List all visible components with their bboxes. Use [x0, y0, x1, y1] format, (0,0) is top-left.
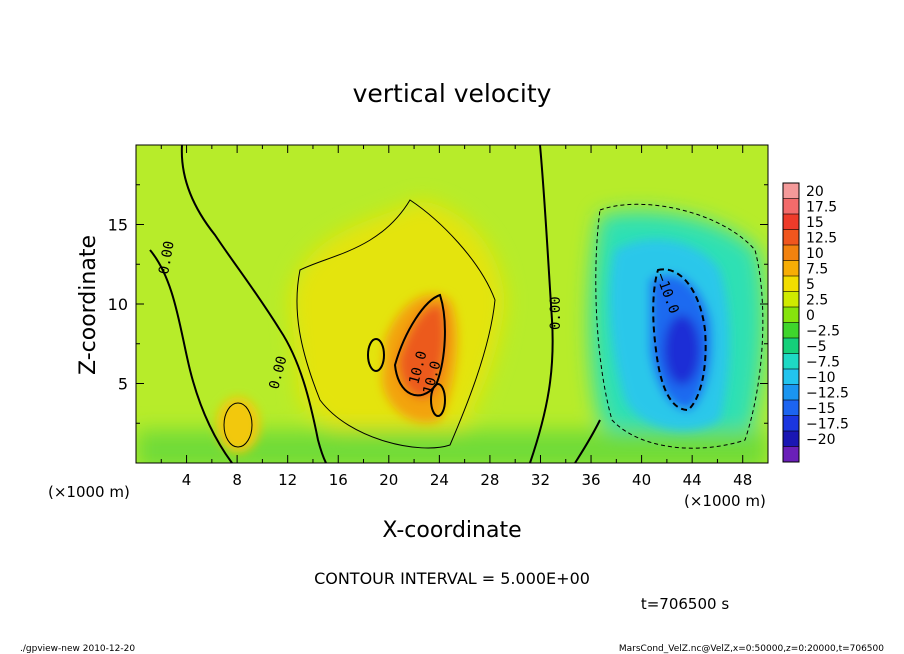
colorbar-swatch — [783, 229, 799, 246]
colorbar-label: −17.5 — [806, 416, 849, 432]
colorbar-swatch — [783, 245, 799, 261]
colorbar-swatch — [783, 260, 799, 277]
colorbar-label: −5 — [806, 339, 827, 355]
colorbar-swatch — [783, 431, 799, 447]
colorbar-swatch — [783, 338, 799, 354]
y-tick-label: 5 — [118, 375, 128, 394]
colorbar-swatch — [783, 214, 799, 230]
contour-5-positive — [296, 199, 496, 449]
x-tick-label: 16 — [329, 471, 348, 489]
colorbar-label: −15 — [806, 401, 836, 417]
colorbar-swatch — [783, 276, 799, 292]
x-tick-label: 40 — [632, 471, 651, 489]
contour-label: 0.00 — [156, 240, 178, 276]
colorbar-label: 15 — [806, 215, 824, 231]
colorbar-swatch — [783, 322, 799, 339]
y-ticks: 5 10 15 — [108, 184, 768, 424]
footer-left: ./gpview-new 2010-12-20 — [20, 644, 135, 654]
colorbar-swatch — [783, 353, 799, 370]
positive-core-red — [398, 304, 446, 399]
colorbar-label: 17.5 — [806, 199, 837, 215]
colorbar-label: −2.5 — [806, 323, 840, 339]
colorbar-swatch — [783, 198, 799, 215]
colorbar-swatch — [783, 384, 799, 401]
colorbar-label: 20 — [806, 184, 824, 200]
colorbar-swatch — [783, 415, 799, 432]
colorbar-label: −10 — [806, 370, 836, 386]
contour-zero-left — [180, 145, 327, 463]
contour-zero-lower — [574, 419, 601, 463]
colorbar-label: 0 — [806, 308, 815, 324]
x-tick-label: 4 — [182, 471, 192, 489]
contour-zero-far-left — [149, 249, 233, 463]
contour-10-small — [367, 338, 385, 372]
x-tick-label: 24 — [430, 471, 449, 489]
positive-cell-small — [216, 397, 260, 453]
colorbar-label: 10 — [806, 246, 824, 262]
x-ticks: 4 8 12 16 20 24 28 32 36 40 44 48 — [160, 145, 752, 489]
y-tick-label: 10 — [108, 295, 128, 314]
colorbar-label: −7.5 — [806, 354, 840, 370]
contour-label: 0.00 — [548, 296, 564, 330]
colorbar-label: 12.5 — [806, 230, 837, 246]
colorbar-label: 2.5 — [806, 292, 828, 308]
colorbar-swatch — [783, 307, 799, 323]
colorbar-swatch — [783, 400, 799, 416]
y-unit-label: (×1000 m) — [684, 492, 766, 510]
x-tick-label: 36 — [581, 471, 600, 489]
colorbar-label: −12.5 — [806, 385, 849, 401]
x-tick-label: 8 — [232, 471, 242, 489]
contour-neg10 — [652, 268, 707, 412]
contour-10-bottom — [430, 383, 446, 417]
chart-title: vertical velocity — [353, 79, 552, 108]
x-tick-label: 20 — [379, 471, 398, 489]
contour-5-small — [223, 402, 253, 448]
x-tick-label: 32 — [531, 471, 550, 489]
y-tick-label: 15 — [108, 216, 128, 235]
x-unit-label: (×1000 m) — [48, 483, 130, 501]
colorbar-label: −20 — [806, 432, 836, 448]
contour-neg5 — [595, 203, 764, 449]
colorbar-label: 5 — [806, 277, 815, 293]
contour-zero-right — [529, 145, 554, 463]
x-tick-label: 28 — [480, 471, 499, 489]
heatmap-field: 0.00 0.00 0.00 10.0 10.0 −10.0 — [136, 145, 768, 463]
colorbar-swatch — [783, 446, 799, 463]
colorbar-swatch — [783, 183, 799, 199]
colorbar: 2017.51512.5107.552.50−2.5−5−7.5−10−12.5… — [782, 182, 849, 463]
contours — [149, 145, 764, 463]
y-axis-label: Z-coordinate — [76, 235, 101, 375]
colorbar-swatch — [783, 291, 799, 308]
x-axis-label: X-coordinate — [382, 518, 521, 543]
contour-10-positive — [393, 293, 446, 397]
x-tick-label: 48 — [733, 471, 752, 489]
footer-right: MarsCond_VelZ.nc@VelZ,x=0:50000,z=0:2000… — [619, 644, 884, 654]
x-tick-label: 12 — [278, 471, 297, 489]
x-tick-label: 44 — [683, 471, 702, 489]
negative-core-dark — [664, 315, 700, 385]
colorbar-swatch — [783, 369, 799, 385]
time-text: t=706500 s — [641, 595, 729, 613]
colorbar-label: 7.5 — [806, 261, 828, 277]
contour-interval-text: CONTOUR INTERVAL = 5.000E+00 — [314, 569, 590, 588]
